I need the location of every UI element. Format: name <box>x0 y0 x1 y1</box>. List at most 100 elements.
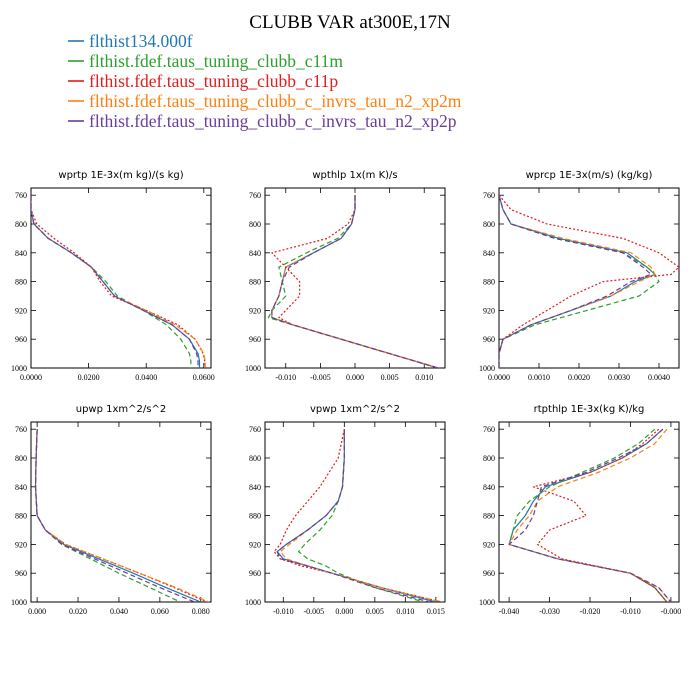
panels: wprtp 1E-3x(m kg)/(s kg) 760 800 840 880 920 9… <box>11 170 681 616</box>
y-tick-label: 1000 <box>11 364 27 373</box>
y-tick-label: 760 <box>15 425 27 434</box>
y-tick-label: 1000 <box>245 598 261 607</box>
panel-6: rtpthlp 1E-3x(kg K)/kg 760 800 840 880 920 960… <box>479 404 681 616</box>
plot-frame <box>498 187 680 369</box>
y-tick-label: 960 <box>249 569 261 578</box>
series-line-3 <box>34 429 208 602</box>
series-line-2 <box>297 429 424 602</box>
x-tick-label: 0.010 <box>396 607 414 616</box>
panel-title: wprtp 1E-3x(m kg)/(s kg) <box>58 170 183 181</box>
y-tick-label: 960 <box>15 569 27 578</box>
panel-1: wprtp 1E-3x(m kg)/(s kg) 760 800 840 880 920 9… <box>11 170 215 382</box>
y-tick-label: 920 <box>483 306 495 315</box>
series-line-2 <box>31 195 192 368</box>
x-tick-label: 0.0040 <box>648 373 670 382</box>
y-tick-label: 840 <box>249 483 261 492</box>
figure-title: CLUBB VAR at300E,17N <box>249 12 451 33</box>
x-tick-label: -0.000 <box>661 607 682 616</box>
y-tick-label: 1000 <box>479 598 495 607</box>
y-tick-label: 880 <box>483 278 495 287</box>
y-tick-label: 880 <box>15 512 27 521</box>
series-line-5 <box>31 195 199 368</box>
x-tick-label: 0.0000 <box>20 373 42 382</box>
panel-title: rtpthlp 1E-3x(kg K)/kg <box>534 404 645 415</box>
y-tick-label: 760 <box>483 191 495 200</box>
y-tick-label: 760 <box>15 191 27 200</box>
y-tick-label: 800 <box>15 454 27 463</box>
series-line-5 <box>34 429 195 602</box>
y-tick-label: 920 <box>249 306 261 315</box>
x-tick-label: -0.030 <box>539 607 560 616</box>
series-line-1 <box>276 429 437 602</box>
legend-label-4: flthist.fdef.taus_tuning_clubb_c_invrs_t… <box>89 91 462 111</box>
series-line-1 <box>34 429 201 602</box>
x-tick-label: 0.000 <box>28 607 46 616</box>
plot-frame <box>30 187 212 369</box>
series-line-1 <box>508 428 668 602</box>
x-tick-label: 0.005 <box>381 373 399 382</box>
y-tick-label: 760 <box>249 191 261 200</box>
x-tick-label: -0.010 <box>273 607 294 616</box>
plot-frame <box>264 187 446 369</box>
series-line-5 <box>508 428 672 602</box>
x-tick-label: -0.040 <box>499 607 520 616</box>
y-tick-label: 800 <box>483 454 495 463</box>
series-line-5 <box>271 195 439 368</box>
legend-label-3: flthist.fdef.taus_tuning_clubb_c11p <box>89 71 338 91</box>
x-tick-label: 0.080 <box>192 607 210 616</box>
y-tick-label: 840 <box>483 249 495 258</box>
x-tick-label: -0.010 <box>620 607 641 616</box>
plot-frame <box>30 421 212 603</box>
plot-frame <box>498 421 680 603</box>
legend-label-5: flthist.fdef.taus_tuning_clubb_c_invrs_t… <box>89 111 457 131</box>
series-line-3 <box>532 428 668 602</box>
series-line-3 <box>31 195 206 368</box>
series-line-2 <box>34 429 181 602</box>
y-tick-label: 760 <box>483 425 495 434</box>
series-line-4 <box>31 195 206 368</box>
y-tick-label: 880 <box>249 278 261 287</box>
y-tick-label: 840 <box>15 249 27 258</box>
x-tick-label: 0.0020 <box>568 373 590 382</box>
x-tick-label: 0.0010 <box>528 373 550 382</box>
x-tick-label: 0.010 <box>415 373 433 382</box>
x-tick-label: -0.020 <box>580 607 601 616</box>
x-tick-label: 0.000 <box>335 607 353 616</box>
series-line-4 <box>279 429 443 602</box>
legend-label-2: flthist.fdef.taus_tuning_clubb_c11m <box>89 51 343 71</box>
y-tick-label: 1000 <box>245 364 261 373</box>
y-tick-label: 880 <box>249 512 261 521</box>
y-tick-label: 760 <box>249 425 261 434</box>
plot-frame <box>264 421 446 603</box>
x-tick-label: 0.060 <box>151 607 169 616</box>
series-line-3 <box>499 194 679 368</box>
series-line-4 <box>34 429 210 602</box>
y-tick-label: 800 <box>249 454 261 463</box>
series-line-1 <box>31 195 201 368</box>
x-tick-label: 0.0000 <box>488 373 510 382</box>
series-line-3 <box>273 429 443 602</box>
panel-title: vpwp 1xm^2/s^2 <box>310 404 400 415</box>
y-tick-label: 800 <box>483 220 495 229</box>
legend: flthist134.000fflthist.fdef.taus_tuning_… <box>68 31 462 131</box>
x-tick-label: 0.015 <box>427 607 445 616</box>
x-tick-label: 0.005 <box>366 607 384 616</box>
y-tick-label: 840 <box>483 483 495 492</box>
x-tick-label: 0.0400 <box>135 373 157 382</box>
y-tick-label: 1000 <box>479 364 495 373</box>
x-tick-label: 0.020 <box>69 607 87 616</box>
y-tick-label: 800 <box>15 220 27 229</box>
x-tick-label: 0.040 <box>110 607 128 616</box>
series-line-5 <box>499 195 652 368</box>
panel-5: vpwp 1xm^2/s^2 760 800 840 880 920 960 1000 -0.0… <box>245 404 446 616</box>
panel-2: wpthlp 1x(m K)/s 760 800 840 880 920 960 1000 -0… <box>245 170 446 382</box>
series-line-4 <box>271 195 439 368</box>
y-tick-label: 800 <box>249 220 261 229</box>
panel-3: wprcp 1E-3x(m/s) (kg/kg) 760 800 840 880 920 9… <box>479 170 680 382</box>
x-tick-label: 0.0030 <box>608 373 630 382</box>
y-tick-label: 920 <box>483 540 495 549</box>
y-tick-label: 880 <box>15 278 27 287</box>
y-tick-label: 960 <box>483 569 495 578</box>
series-line-4 <box>508 428 672 602</box>
y-tick-label: 920 <box>15 540 27 549</box>
